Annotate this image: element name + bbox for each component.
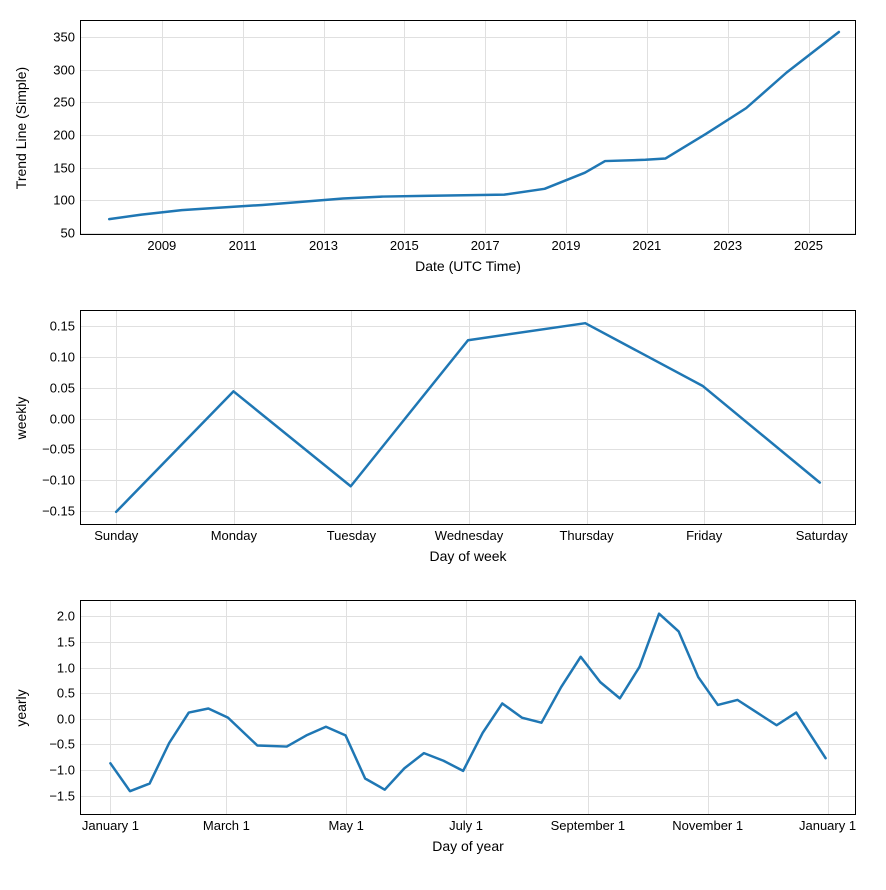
- subplot-trend: 5010015020025030035020092011201320152017…: [80, 20, 856, 235]
- ytick-label: 0.05: [50, 380, 81, 395]
- subplot-weekly: −0.15−0.10−0.050.000.050.100.15SundayMon…: [80, 310, 856, 525]
- xtick-label: Monday: [211, 524, 257, 543]
- xtick-label: 2011: [229, 234, 257, 253]
- data-line: [81, 311, 855, 524]
- xtick-label: Tuesday: [327, 524, 376, 543]
- ytick-label: 0.00: [50, 411, 81, 426]
- ylabel: yearly: [13, 689, 29, 726]
- xtick-label: 2009: [147, 234, 176, 253]
- ytick-label: 0.10: [50, 350, 81, 365]
- ytick-label: −0.10: [42, 472, 81, 487]
- ytick-label: 350: [53, 30, 81, 45]
- ytick-label: 100: [53, 193, 81, 208]
- xtick-label: 2019: [552, 234, 581, 253]
- xtick-label: 2023: [713, 234, 742, 253]
- subplot-yearly: −1.5−1.0−0.50.00.51.01.52.0January 1Marc…: [80, 600, 856, 815]
- xtick-label: March 1: [203, 814, 250, 833]
- ytick-label: −0.05: [42, 442, 81, 457]
- ytick-label: 250: [53, 95, 81, 110]
- ytick-label: 1.5: [57, 634, 81, 649]
- plot-area: 5010015020025030035020092011201320152017…: [80, 20, 856, 235]
- ytick-label: 200: [53, 128, 81, 143]
- xtick-label: January 1: [799, 814, 856, 833]
- xtick-label: Saturday: [796, 524, 848, 543]
- ytick-label: 1.0: [57, 660, 81, 675]
- xlabel: Date (UTC Time): [415, 234, 521, 274]
- ytick-label: −0.15: [42, 503, 81, 518]
- ylabel: weekly: [13, 396, 29, 439]
- ytick-label: −0.5: [49, 737, 81, 752]
- ytick-label: −1.5: [49, 788, 81, 803]
- xtick-label: 2025: [794, 234, 823, 253]
- ytick-label: 2.0: [57, 609, 81, 624]
- data-line: [81, 601, 855, 814]
- ytick-label: 0.5: [57, 686, 81, 701]
- xtick-label: Sunday: [94, 524, 138, 543]
- xtick-label: Friday: [686, 524, 722, 543]
- plot-area: −1.5−1.0−0.50.00.51.01.52.0January 1Marc…: [80, 600, 856, 815]
- xtick-label: September 1: [551, 814, 625, 833]
- ytick-label: 0.0: [57, 711, 81, 726]
- data-line: [81, 21, 855, 234]
- ytick-label: 150: [53, 160, 81, 175]
- xtick-label: January 1: [82, 814, 139, 833]
- plot-area: −0.15−0.10−0.050.000.050.100.15SundayMon…: [80, 310, 856, 525]
- xtick-label: 2013: [309, 234, 338, 253]
- xtick-label: 2021: [632, 234, 661, 253]
- xtick-label: November 1: [672, 814, 743, 833]
- ytick-label: −1.0: [49, 762, 81, 777]
- xlabel: Day of year: [432, 814, 504, 854]
- ytick-label: 300: [53, 62, 81, 77]
- figure: 5010015020025030035020092011201320152017…: [0, 0, 886, 890]
- xtick-label: Thursday: [559, 524, 613, 543]
- ylabel: Trend Line (Simple): [13, 66, 29, 188]
- xlabel: Day of week: [429, 524, 506, 564]
- xtick-label: May 1: [329, 814, 364, 833]
- ytick-label: 0.15: [50, 319, 81, 334]
- ytick-label: 50: [61, 225, 81, 240]
